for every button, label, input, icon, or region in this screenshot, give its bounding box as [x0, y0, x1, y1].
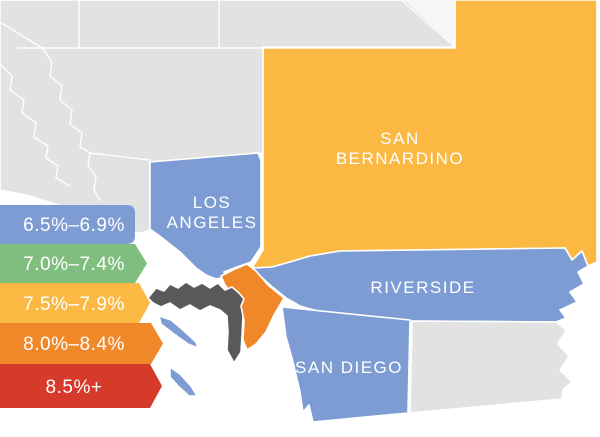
label-san-diego: SAN DIEGO — [295, 358, 403, 377]
region-san-diego — [281, 306, 411, 423]
county-border-jagged-3 — [87, 152, 101, 201]
legend-label-7-0: 7.0%–7.4% — [23, 254, 125, 275]
island-shape-1 — [158, 315, 199, 349]
label-los-angeles-line1: LOS — [193, 193, 232, 212]
legend-swatch-7-0 — [0, 244, 147, 283]
county-border-jagged-1 — [41, 47, 151, 161]
legend-swatch-6-5 — [0, 205, 135, 244]
legend-label-8-0: 8.0%–8.4% — [23, 334, 125, 355]
label-san-bernardino-line1: SAN — [380, 129, 419, 148]
island-shape-2 — [169, 366, 198, 397]
county-border-diagonal-topleft — [0, 21, 43, 49]
county-border-diagonal-topright — [400, 0, 456, 48]
legend-label-7-5: 7.5%–7.9% — [23, 294, 125, 315]
region-riverside — [251, 247, 589, 323]
county-border-jagged-2 — [0, 63, 71, 187]
region-imperial — [409, 320, 573, 414]
legend-swatch-8-0 — [0, 323, 163, 364]
legend-label-6-5: 6.5%–6.9% — [23, 215, 125, 236]
label-los-angeles-line2: ANGELES — [167, 213, 258, 232]
region-los-angeles — [149, 152, 262, 280]
legend-swatch-8-5 — [0, 364, 162, 408]
legend-swatch-7-5 — [0, 283, 150, 323]
label-riverside: RIVERSIDE — [370, 278, 475, 297]
region-northern-counties — [0, 0, 456, 234]
region-dark-gray-area — [147, 281, 245, 364]
region-northern-counties-triangle — [404, 0, 455, 46]
legend-label-8-5: 8.5%+ — [46, 377, 103, 398]
label-san-bernardino-line2: BERNARDINO — [336, 149, 464, 168]
legend: 6.5%–6.9% 7.0%–7.4% 7.5%–7.9% 8.0%–8.4% … — [0, 205, 163, 408]
